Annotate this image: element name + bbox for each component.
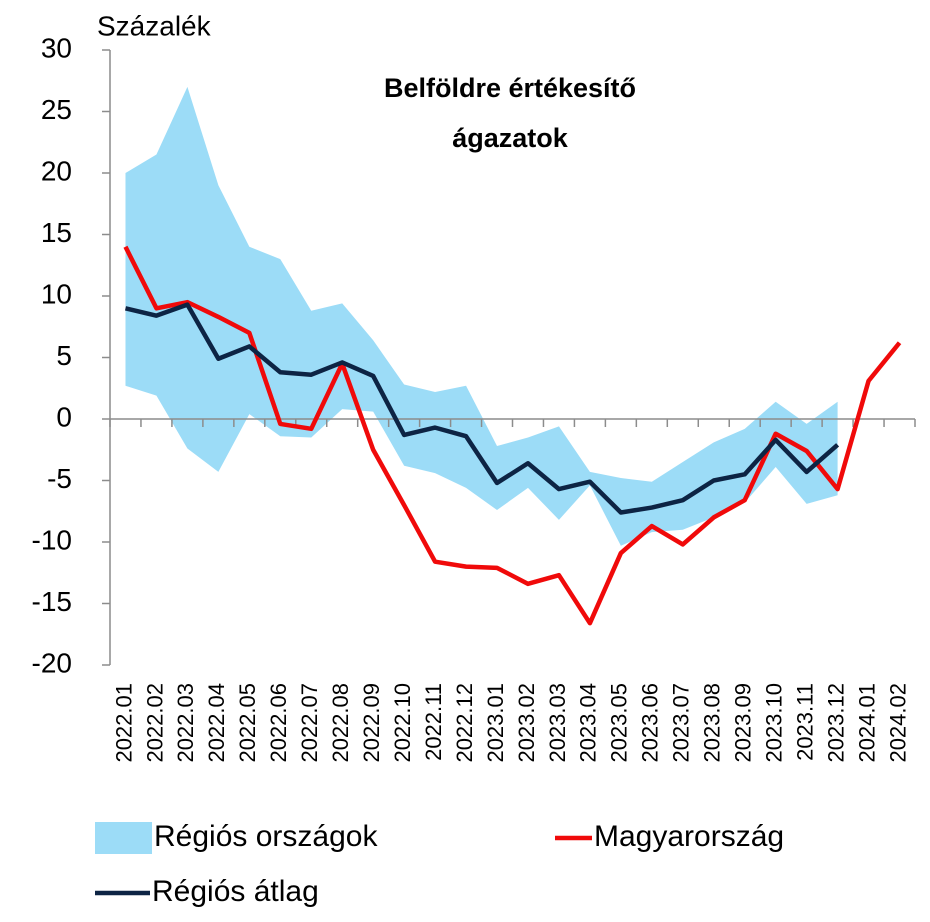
x-tick-label: 2023.10 [761, 683, 786, 763]
legend-swatch [95, 822, 152, 854]
x-tick-label: 2022.11 [421, 683, 446, 761]
x-tick-label: 2023.04 [576, 683, 601, 763]
y-tick-label: 0 [56, 401, 72, 432]
x-tick-label: 2023.01 [483, 683, 508, 763]
x-tick-label: 2023.12 [823, 683, 848, 763]
x-tick-label: 2022.07 [297, 683, 322, 763]
y-tick-label: 30 [41, 32, 72, 63]
y-axis-label: Százalék [97, 10, 212, 41]
x-tick-label: 2022.06 [266, 683, 291, 763]
line [124, 302, 840, 515]
y-tick-label: -20 [32, 647, 72, 678]
x-tick-label: 2023.06 [638, 683, 663, 763]
y-tick-label: 25 [41, 94, 72, 125]
x-tick-label: 2022.05 [235, 683, 260, 763]
x-tick-label: 2023.03 [545, 683, 570, 763]
x-tick-label: 2022.03 [173, 683, 198, 763]
legend-label: Magyarország [594, 820, 784, 853]
x-tick-label: 2022.02 [142, 683, 167, 763]
y-tick-label: -10 [32, 524, 72, 555]
y-tick-label: -5 [47, 463, 72, 494]
y-tick-label: 10 [41, 278, 72, 309]
x-tick-label: 2022.04 [204, 683, 229, 763]
x-tick-label: 2022.12 [452, 683, 477, 763]
chart-title: Belföldre értékesítő [384, 73, 636, 103]
x-tick-label: 2023.05 [607, 683, 632, 763]
y-tick-label: -15 [32, 586, 72, 617]
x-tick-label: 2023.11 [792, 683, 817, 761]
x-tick-label: 2022.09 [359, 683, 384, 763]
x-tick-label: 2024.01 [854, 683, 879, 763]
x-tick-label: 2023.08 [700, 683, 725, 763]
legend-label: Régiós átlag [152, 875, 319, 908]
y-tick-label: 20 [41, 155, 72, 186]
x-tick-label: 2022.08 [328, 683, 353, 763]
band-area [125, 86, 838, 546]
x-tick-label: 2023.07 [669, 683, 694, 763]
y-tick-label: 15 [41, 217, 72, 248]
legend-label: Régiós országok [154, 820, 378, 853]
x-tick-label: 2024.02 [885, 683, 910, 763]
x-tick-label: 2023.09 [731, 683, 756, 763]
x-tick-label: 2023.02 [514, 683, 539, 763]
x-tick-label: 2022.01 [111, 683, 136, 763]
y-tick-label: 5 [56, 340, 72, 371]
x-tick-label: 2022.10 [390, 683, 415, 763]
chart-title: ágazatok [452, 123, 569, 153]
